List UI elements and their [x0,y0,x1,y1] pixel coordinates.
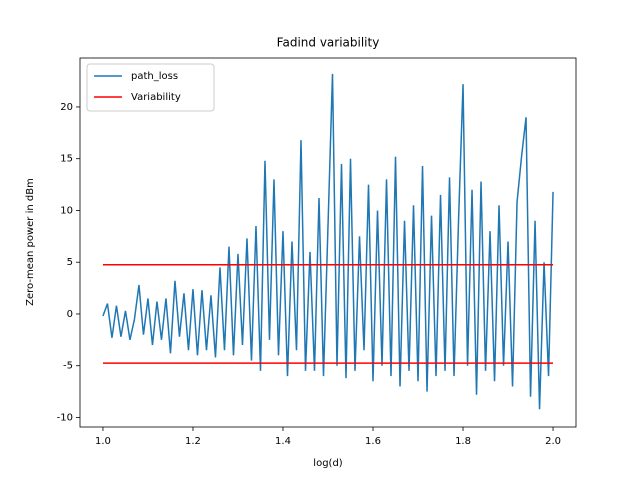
y-tick-label: 5 [67,257,73,268]
y-axis-label: Zero-mean power in dBm [25,178,36,306]
chart-title: Fadind variability [277,36,380,50]
legend-label: path_loss [131,71,178,82]
x-tick-label: 1.6 [365,436,381,447]
x-tick-label: 1.2 [185,436,201,447]
y-tick-label: 10 [60,205,73,216]
y-tick-label: -10 [57,412,73,423]
x-tick-label: 1.0 [95,436,111,447]
y-tick-label: 0 [67,309,73,320]
x-tick-label: 2.0 [545,436,561,447]
plot-frame [79,57,577,428]
x-tick-label: 1.4 [275,436,291,447]
y-tick-label: -5 [63,361,73,372]
data-line [102,73,554,410]
y-tick-label: 20 [60,102,73,113]
legend-label: Variability [131,92,181,103]
x-axis-label: log(d) [313,458,342,469]
y-tick-label: 15 [60,154,73,165]
x-tick-label: 1.8 [455,436,471,447]
